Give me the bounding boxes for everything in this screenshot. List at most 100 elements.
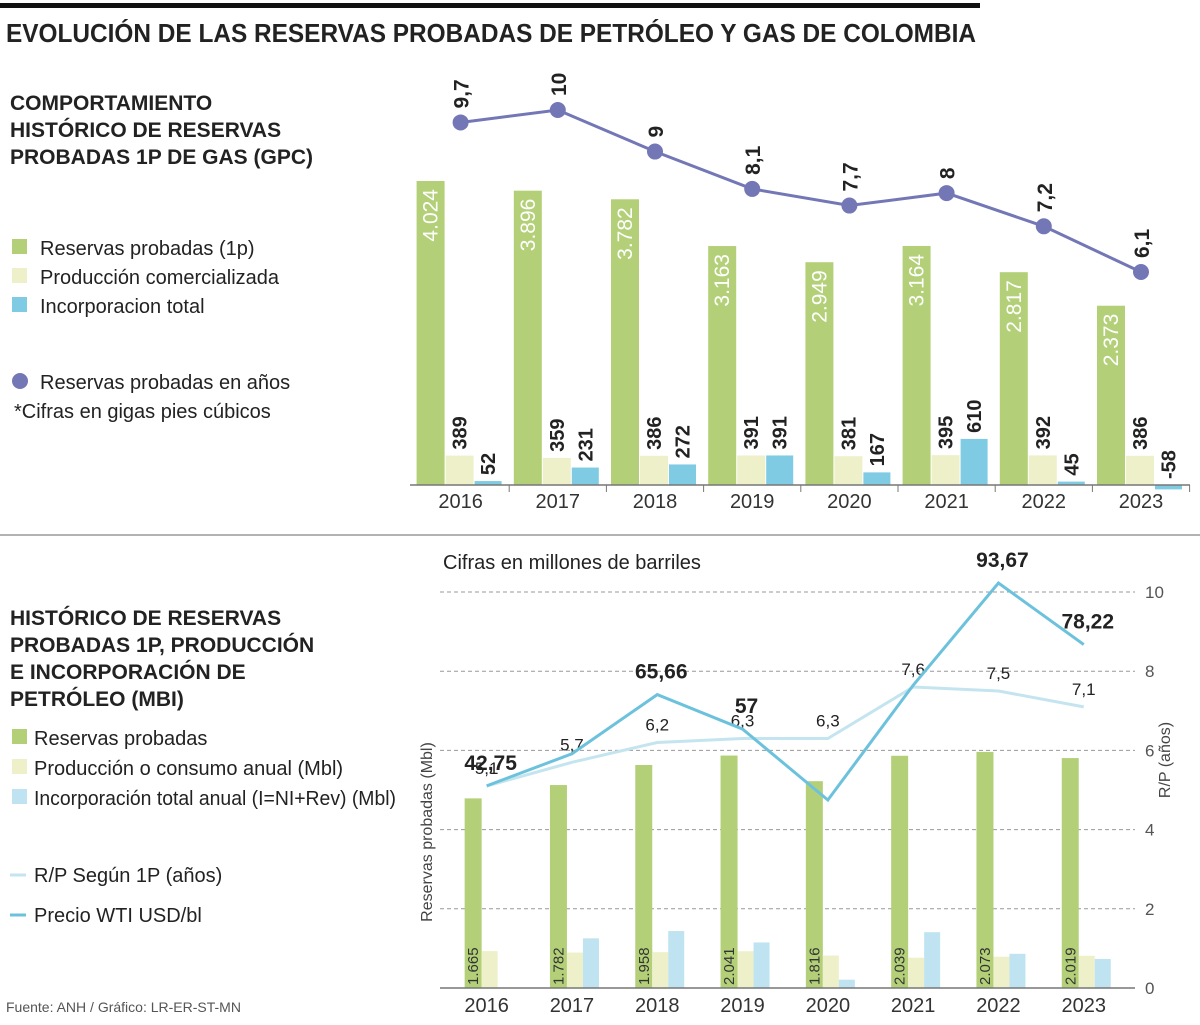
line-point bbox=[647, 143, 663, 160]
x-tick-label: 2018 bbox=[635, 995, 680, 1017]
legend-label: Incorporacion total bbox=[40, 296, 205, 318]
bar-value-label: 1.816 bbox=[806, 947, 823, 985]
x-tick-label: 2022 bbox=[1022, 491, 1067, 513]
line bbox=[486, 685, 1085, 788]
line-point bbox=[452, 114, 469, 131]
point-label: 8 bbox=[937, 167, 960, 179]
line bbox=[460, 108, 1142, 274]
legend-label: Producción comercializada bbox=[40, 267, 280, 289]
bar bbox=[640, 455, 668, 485]
bar bbox=[1061, 758, 1079, 988]
bar bbox=[652, 952, 669, 988]
bar bbox=[1078, 955, 1095, 988]
x-tick-label: 2023 bbox=[1119, 491, 1164, 513]
bar-value-label: 389 bbox=[450, 416, 472, 449]
point-label: 6,3 bbox=[816, 712, 840, 731]
note: *Cifras en gigas pies cúbicos bbox=[14, 401, 271, 423]
bar-value-label: 2.039 bbox=[892, 947, 909, 985]
bar bbox=[863, 472, 891, 485]
x-tick-label: 2018 bbox=[633, 491, 678, 513]
bar bbox=[1155, 485, 1182, 490]
point-label: 10 bbox=[548, 73, 571, 96]
bar-value-label: 3.164 bbox=[906, 254, 929, 307]
x-tick-label: 2019 bbox=[730, 491, 775, 513]
bar bbox=[513, 190, 542, 485]
bar-value-label: 386 bbox=[644, 416, 666, 449]
bar bbox=[542, 457, 571, 485]
bar bbox=[1094, 958, 1111, 988]
bar-value-label: 52 bbox=[478, 453, 500, 475]
bar bbox=[902, 245, 931, 485]
bar-value-label: 2.073 bbox=[977, 947, 994, 985]
y-axis-label: Reservas probadas (Mbl) bbox=[419, 742, 436, 922]
legend-marker bbox=[12, 373, 28, 389]
point-label: 7,5 bbox=[987, 664, 1011, 683]
y2-tick-label: 6 bbox=[1145, 741, 1154, 760]
legend-swatch bbox=[12, 239, 27, 254]
footer: Fuente: ANH / Gráfico: LR-ER-ST-MN bbox=[6, 999, 241, 1015]
y2-tick-label: 10 bbox=[1145, 583, 1164, 602]
point-label: 7,1 bbox=[1072, 680, 1096, 699]
point-label: 57 bbox=[735, 695, 758, 718]
chart-title: HISTÓRICO DE RESERVAS bbox=[10, 606, 281, 630]
bar bbox=[993, 956, 1010, 988]
bar-value-label: 2.373 bbox=[1100, 314, 1123, 367]
bar bbox=[669, 464, 696, 485]
legend-swatch bbox=[12, 759, 27, 774]
chart-title: COMPORTAMIENTO bbox=[10, 92, 212, 115]
bar bbox=[582, 938, 599, 988]
bar-value-label: 1.782 bbox=[550, 947, 567, 985]
bar-value-label: 610 bbox=[964, 400, 986, 433]
legend-swatch bbox=[12, 297, 27, 312]
bar-value-label: -58 bbox=[1159, 450, 1181, 479]
bar-value-label: 395 bbox=[936, 416, 958, 449]
bar-value-label: 2.817 bbox=[1003, 280, 1026, 333]
bar bbox=[838, 979, 855, 988]
bar-value-label: 359 bbox=[547, 419, 569, 452]
bar-value-label: 45 bbox=[1061, 453, 1083, 475]
bar-value-label: 3.163 bbox=[711, 254, 734, 307]
x-tick-label: 2020 bbox=[827, 491, 872, 513]
point-label: 9,7 bbox=[451, 79, 474, 108]
x-tick-label: 2019 bbox=[720, 995, 765, 1017]
chart-title: PROBADAS 1P, PRODUCCIÓN bbox=[10, 633, 314, 657]
bar-value-label: 1.958 bbox=[636, 947, 653, 985]
bar bbox=[931, 455, 960, 485]
bar bbox=[737, 455, 766, 485]
bar bbox=[822, 955, 839, 988]
line-point bbox=[1133, 264, 1149, 280]
point-label: 6,1 bbox=[1131, 228, 1154, 258]
subtitle: Cifras en millones de barriles bbox=[443, 552, 701, 574]
legend-label: Producción o consumo anual (Mbl) bbox=[34, 758, 343, 780]
bar bbox=[474, 481, 502, 485]
bar-value-label: 2.041 bbox=[721, 947, 738, 985]
bar-value-label: 272 bbox=[673, 425, 695, 458]
x-tick-label: 2016 bbox=[438, 491, 483, 513]
x-tick-label: 2021 bbox=[924, 491, 969, 513]
bar-value-label: 391 bbox=[770, 416, 792, 449]
bar-value-label: 2.019 bbox=[1062, 947, 1079, 985]
bar bbox=[1028, 455, 1057, 485]
point-label: 7,7 bbox=[839, 162, 862, 191]
bar bbox=[891, 755, 909, 988]
bar bbox=[635, 765, 653, 988]
line-point bbox=[1035, 218, 1052, 235]
bar bbox=[976, 751, 994, 988]
bar bbox=[416, 181, 445, 485]
line-point bbox=[841, 197, 858, 214]
legend-label: R/P Según 1P (años) bbox=[34, 865, 222, 887]
bar-value-label: 381 bbox=[838, 417, 860, 450]
chart-title: PROBADAS 1P DE GAS (GPC) bbox=[10, 146, 313, 169]
page-title: EVOLUCIÓN DE LAS RESERVAS PROBADAS DE PE… bbox=[6, 18, 976, 48]
y2-tick-label: 8 bbox=[1145, 662, 1154, 681]
point-label: 7,2 bbox=[1034, 183, 1057, 212]
bar bbox=[668, 931, 685, 988]
bar bbox=[805, 262, 834, 485]
point-label: 93,67 bbox=[976, 549, 1029, 572]
bar bbox=[766, 455, 794, 485]
bar bbox=[999, 272, 1028, 485]
x-tick-label: 2020 bbox=[806, 995, 851, 1017]
bar bbox=[753, 942, 770, 988]
